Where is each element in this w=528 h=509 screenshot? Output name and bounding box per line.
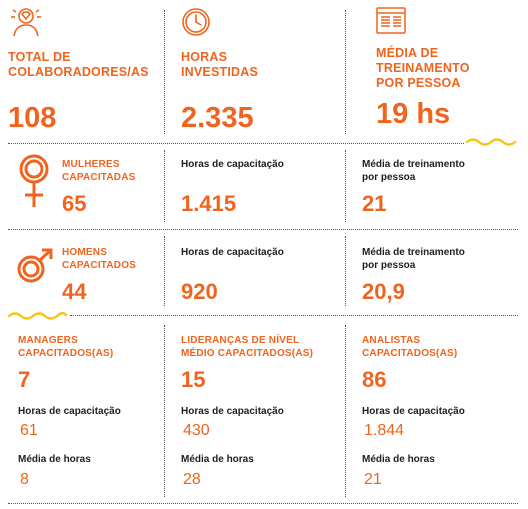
divider: [8, 143, 464, 144]
men-trained-label: HOMENS CAPACITADOS: [62, 247, 137, 271]
total-employees-value: 108: [8, 102, 57, 134]
managers-value: 7: [18, 367, 31, 392]
male-symbol-icon: [16, 248, 56, 284]
wave-decoration: [8, 312, 68, 320]
divider: [164, 236, 165, 306]
analysts-value: 86: [362, 367, 387, 392]
men-hours-value: 920: [181, 279, 218, 304]
women-hours-value: 1.415: [181, 191, 237, 216]
divider: [345, 150, 346, 222]
mid-leaders-avg-value: 28: [183, 471, 201, 488]
analysts-avg-label: Média de horas: [362, 454, 435, 465]
men-trained-value: 44: [62, 279, 87, 304]
women-trained-value: 65: [62, 191, 87, 216]
women-hours-label: Horas de capacitação: [181, 159, 284, 170]
avg-training-value: 19 hs: [376, 98, 451, 130]
person-diamond-icon: [8, 6, 44, 38]
total-employees-label: TOTAL DE COLABORADORES/AS: [8, 50, 149, 79]
women-avg-value: 21: [362, 191, 387, 216]
avg-training-label: MÉDIA DE TREINAMENTO POR PESSOA: [376, 46, 470, 90]
managers-avg-value: 8: [20, 471, 29, 488]
document-screen-icon: [375, 6, 407, 36]
clock-icon: [180, 6, 212, 38]
divider: [8, 503, 518, 504]
managers-hours-value: 61: [20, 422, 38, 439]
divider: [8, 229, 518, 230]
men-hours-label: Horas de capacitação: [181, 247, 284, 258]
mid-leaders-hours-value: 430: [183, 422, 210, 439]
mid-leaders-label: LIDERANÇAS DE NÍVEL MÉDIO CAPACITADOS(AS…: [181, 335, 314, 359]
mid-leaders-avg-label: Média de horas: [181, 454, 254, 465]
men-avg-label: Média de treinamento por pessoa: [362, 247, 465, 271]
divider: [345, 10, 346, 134]
divider: [345, 236, 346, 306]
managers-avg-label: Média de horas: [18, 454, 91, 465]
women-avg-label: Média de treinamento por pessoa: [362, 159, 465, 183]
divider: [164, 10, 165, 134]
men-avg-value: 20,9: [362, 279, 405, 304]
divider: [164, 150, 165, 222]
analysts-label: ANALISTAS CAPACITADOS(AS): [362, 335, 458, 359]
managers-label: MANAGERS CAPACITADOS(AS): [18, 335, 114, 359]
divider: [70, 315, 518, 316]
hours-invested-value: 2.335: [181, 102, 254, 134]
hours-invested-label: HORAS INVESTIDAS: [181, 50, 259, 79]
analysts-hours-value: 1.844: [364, 422, 405, 439]
female-symbol-icon: [16, 153, 52, 211]
mid-leaders-value: 15: [181, 367, 206, 392]
divider: [164, 325, 165, 497]
managers-hours-label: Horas de capacitação: [18, 406, 121, 417]
analysts-hours-label: Horas de capacitação: [362, 406, 465, 417]
women-trained-label: MULHERES CAPACITADAS: [62, 159, 136, 183]
divider: [345, 325, 346, 497]
analysts-avg-value: 21: [364, 471, 382, 488]
wave-decoration: [466, 138, 517, 146]
mid-leaders-hours-label: Horas de capacitação: [181, 406, 284, 417]
